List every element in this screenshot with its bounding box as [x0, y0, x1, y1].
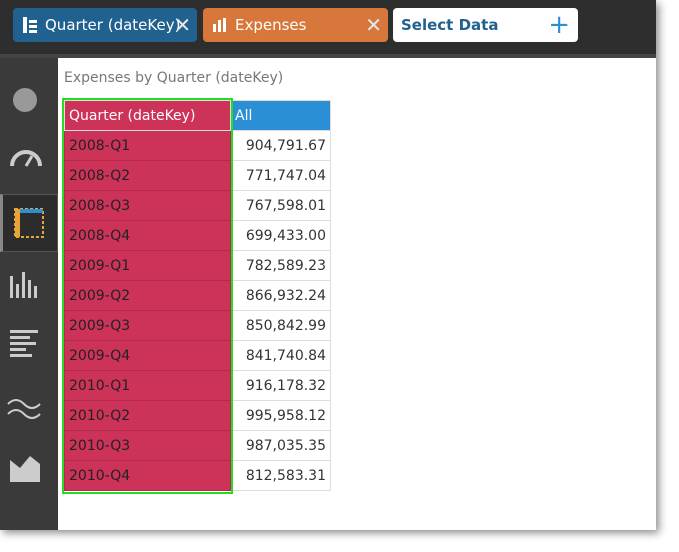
value-cell: 699,433.00: [230, 220, 331, 251]
remove-button[interactable]: ✕: [365, 13, 382, 37]
table-row: 2009-Q4 841,740.84: [64, 340, 331, 371]
table-row: 2010-Q1 916,178.32: [64, 370, 331, 401]
pie-icon[interactable]: [0, 72, 54, 128]
bar-horizontal-icon[interactable]: [0, 316, 54, 372]
table-row: 2010-Q3 987,035.35: [64, 430, 331, 461]
row-label: 2010-Q4: [64, 460, 231, 491]
row-label: 2010-Q1: [64, 370, 231, 401]
value-cell: 916,178.32: [230, 370, 331, 401]
row-label: 2010-Q3: [64, 430, 231, 461]
dimension-pill[interactable]: Quarter (dateKey) ✕: [13, 8, 197, 42]
view-title: Expenses by Quarter (dateKey): [64, 70, 284, 86]
add-button[interactable]: +: [548, 10, 570, 40]
table-row: 2009-Q2 866,932.24: [64, 280, 331, 311]
gauge-icon[interactable]: [0, 132, 54, 188]
value-cell: 866,932.24: [230, 280, 331, 311]
table-row: 2008-Q2 771,747.04: [64, 160, 331, 191]
table-view-icon[interactable]: [0, 194, 58, 252]
area-icon[interactable]: [0, 438, 54, 494]
app: Quarter (dateKey) ✕ Expenses ✕ Select Da…: [0, 0, 656, 530]
pill-label: Select Data: [401, 16, 499, 34]
toolbar: Quarter (dateKey) ✕ Expenses ✕ Select Da…: [0, 0, 656, 58]
column-icon[interactable]: [0, 256, 54, 312]
sidebar: [0, 58, 58, 530]
value-cell: 841,740.84: [230, 340, 331, 371]
value-cell: 767,598.01: [230, 190, 331, 221]
remove-button[interactable]: ✕: [174, 13, 191, 37]
row-label: 2010-Q2: [64, 400, 231, 431]
table-row: 2008-Q1 904,791.67: [64, 130, 331, 161]
row-label: 2009-Q1: [64, 250, 231, 281]
table-row: 2010-Q4 812,583.31: [64, 460, 331, 491]
table-row: 2009-Q1 782,589.23: [64, 250, 331, 281]
table-icon: [23, 17, 37, 33]
bar-icon: [213, 18, 226, 32]
value-cell: 987,035.35: [230, 430, 331, 461]
line-icon[interactable]: [0, 378, 54, 434]
row-label: 2008-Q3: [64, 190, 231, 221]
row-label: 2009-Q2: [64, 280, 231, 311]
value-cell: 995,958.12: [230, 400, 331, 431]
row-label: 2009-Q3: [64, 310, 231, 341]
row-label: 2009-Q4: [64, 340, 231, 371]
value-cell: 771,747.04: [230, 160, 331, 191]
table-body: 2008-Q1 904,791.67 2008-Q2 771,747.04 2008-Q…: [64, 130, 331, 491]
select-data-pill[interactable]: Select Data +: [393, 8, 578, 42]
value-cell: 850,842.99: [230, 310, 331, 341]
pill-label: Quarter (dateKey): [45, 16, 181, 34]
pivot-table: Quarter (dateKey) All 2008-Q1 904,791.67 2…: [64, 100, 331, 491]
table-row: 2008-Q3 767,598.01: [64, 190, 331, 221]
selection-highlight: [62, 98, 233, 494]
value-cell: 812,583.31: [230, 460, 331, 491]
value-cell: 904,791.67: [230, 130, 331, 161]
value-cell: 782,589.23: [230, 250, 331, 281]
column-header: All: [230, 100, 331, 131]
measure-pill[interactable]: Expenses ✕: [203, 8, 388, 42]
pill-label: Expenses: [235, 16, 307, 34]
table-row: 2010-Q2 995,958.12: [64, 400, 331, 431]
